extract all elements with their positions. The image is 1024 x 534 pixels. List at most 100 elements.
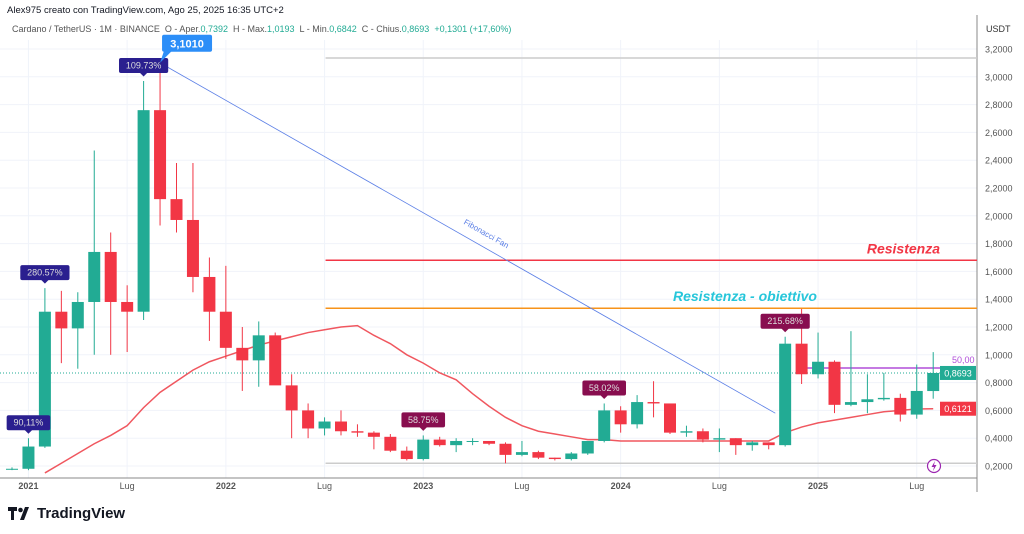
low-label: L - Min. [299,24,330,34]
candle-body [812,361,825,375]
percent-badge-pointer [419,426,428,431]
candle-body [466,440,479,442]
candle-body [88,251,101,302]
change-value: +0,1301 (+17,60%) [434,24,512,34]
currency-label: USDT [986,24,1011,34]
candle-body [335,421,347,432]
candle-body [828,361,841,405]
tradingview-logo-icon [8,507,29,520]
tradingview-logo: TradingView [8,505,125,522]
candle-body [696,431,709,440]
candle-body [318,421,331,429]
percent-badge-text: 215.68% [767,316,803,326]
candle-body [384,436,397,451]
high-price-callout [162,34,213,52]
percent-badge [401,412,446,428]
close-value: 0,8693 [401,24,430,34]
last-price-label-bg [940,365,976,380]
candle-body [104,251,117,302]
candle-body [170,199,183,220]
close-label: C - Chius. [361,24,402,34]
x-tick-label: 2024 [611,481,631,491]
candle-body [877,397,890,400]
chart-credit: Alex975 creato con TradingView.com, Ago … [7,5,284,16]
candle-body [6,468,18,470]
candle-body [565,453,578,460]
candle-body [779,343,792,446]
candle-body [137,110,150,312]
candle-body [844,402,857,405]
candle-body [417,439,430,460]
candle-body [581,440,594,454]
y-tick-label: 2,8000 [985,100,1013,110]
candle-body [499,443,512,455]
y-tick-label: 0,8000 [985,378,1013,388]
open-label: O - Aper. [164,24,201,34]
percent-badge-text: 109.73% [126,60,162,70]
percent-badge-pointer [24,429,33,434]
candle-body [927,372,940,392]
percent-badge-text: 58.75% [408,415,439,425]
candle-body [614,410,627,425]
y-tick-label: 1,2000 [985,323,1013,333]
fib-50-label: 50,00 [952,355,975,365]
percent-badge-text: 58.02% [589,383,620,393]
candle-body [762,442,775,446]
high-label: H - Max. [232,24,267,34]
candle-body [351,431,364,433]
candle-body [302,410,315,429]
target-resistance-label: Resistenza - obiettivo [673,288,817,304]
candle-body [680,431,693,433]
candle-body [203,276,216,312]
candle-body [795,343,808,375]
x-tick-label: Lug [317,481,332,491]
candle-body [664,403,676,433]
candle-body [894,397,907,415]
y-tick-label: 1,0000 [985,350,1013,360]
candle-body [367,432,380,437]
last-price-label: 0,8693 [944,368,972,378]
candle-body [746,442,759,446]
candle-body [252,335,265,361]
percent-badge-text: 90,11% [14,418,44,428]
candle-body [236,347,249,361]
lightning-icon-bolt [931,461,937,471]
x-tick-label: Lug [712,481,727,491]
candle-body [154,110,167,200]
percent-badge-pointer [139,72,148,77]
symbol-legend: Cardano / TetherUS · 1M · BINANCE O - Ap… [12,24,511,34]
high-price-callout-text: 3,1010 [170,38,204,50]
candle-body [647,402,660,404]
percent-badge [119,57,169,73]
candle-body [71,301,84,329]
candle-body [713,438,726,440]
percent-badge [582,380,626,396]
candle-body [433,439,446,446]
fibonacci-fan-line [159,62,776,414]
x-tick-label: 2023 [413,481,433,491]
low-value: 0,6842 [329,24,357,34]
candle-body [729,438,742,446]
percent-badge [20,265,70,281]
candle-body [22,446,35,469]
y-tick-label: 1,4000 [985,295,1013,305]
percent-badge-pointer [600,394,609,399]
percent-badge [6,415,51,431]
candle-body [548,457,561,460]
y-tick-label: 2,4000 [985,156,1013,166]
y-tick-label: 3,2000 [985,45,1013,55]
y-tick-label: 2,6000 [985,128,1013,138]
open-value: 0,7392 [200,24,228,34]
x-tick-label: Lug [514,481,529,491]
candle-body [532,452,545,458]
candle-body [483,440,496,444]
symbol-name: Cardano / TetherUS · 1M · BINANCE [12,24,160,34]
candle-body [450,440,463,446]
x-tick-label: 2022 [216,481,236,491]
candle-body [55,311,68,329]
y-tick-label: 1,6000 [985,267,1013,277]
x-tick-label: Lug [909,481,924,491]
candle-body [515,452,528,455]
candle-body [400,450,413,460]
